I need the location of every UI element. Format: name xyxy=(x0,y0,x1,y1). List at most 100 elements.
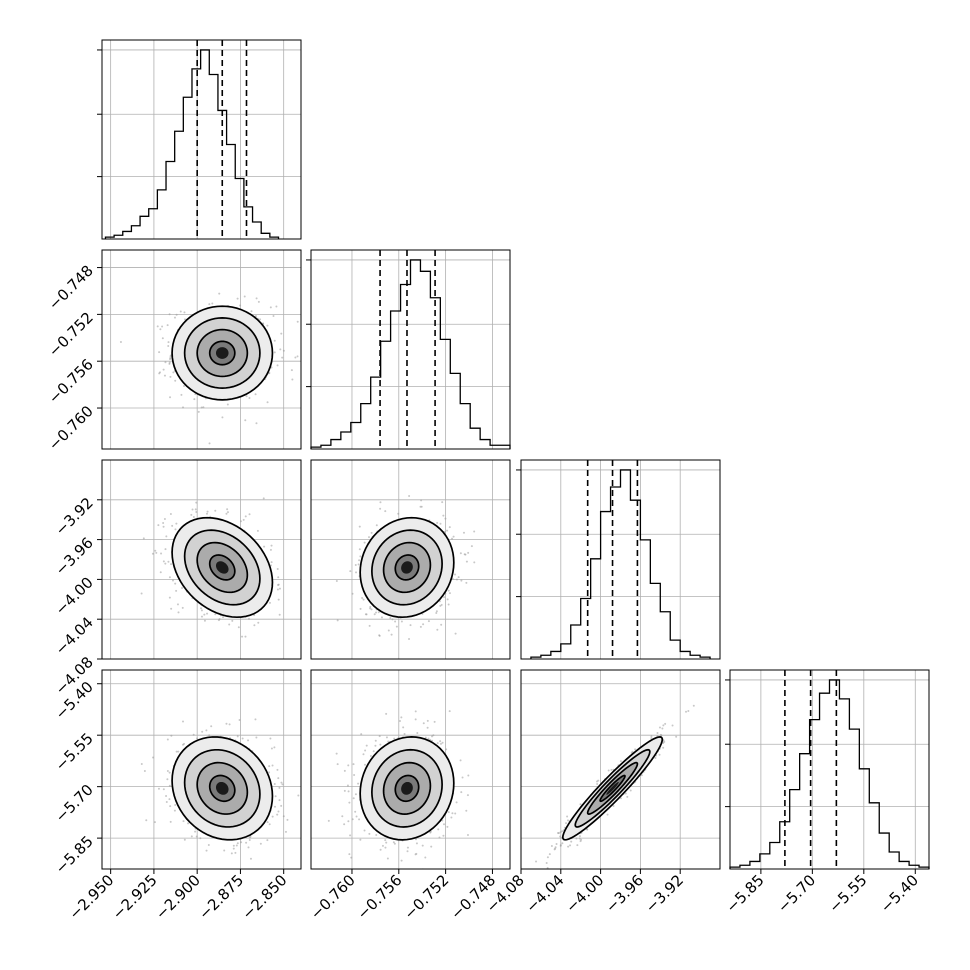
scatter-dot xyxy=(236,735,239,738)
scatter-dot xyxy=(208,442,211,445)
scatter-dot xyxy=(143,770,146,773)
scatter-dot xyxy=(358,818,361,821)
scatter-dot xyxy=(368,624,371,627)
scatter-dot xyxy=(228,723,231,726)
scatter-dot xyxy=(169,820,172,823)
scatter-dot xyxy=(312,746,314,748)
scatter-dot xyxy=(163,374,166,377)
x-tick-label: −0.752 xyxy=(400,871,452,923)
scatter-dot xyxy=(360,733,363,736)
scatter-dot xyxy=(369,607,372,610)
scatter-dot xyxy=(566,815,569,818)
scatter-dot xyxy=(346,784,349,787)
x-tick-label: −0.760 xyxy=(307,871,359,923)
scatter-dot xyxy=(455,801,458,804)
scatter-dot xyxy=(244,419,247,422)
scatter-dot xyxy=(556,832,559,835)
scatter-dot xyxy=(163,518,166,521)
scatter-dot xyxy=(273,782,276,785)
scatter-dot xyxy=(459,552,462,555)
scatter-dot xyxy=(180,393,183,396)
scatter-dot xyxy=(606,813,609,816)
scatter-dot xyxy=(243,870,245,872)
scatter-dot xyxy=(433,720,436,723)
scatter-dot xyxy=(473,530,476,533)
scatter-dot xyxy=(420,505,423,508)
scatter-dot xyxy=(634,748,637,751)
scatter-dot xyxy=(225,512,228,515)
scatter-dot xyxy=(174,379,177,382)
scatter-dot xyxy=(438,836,441,839)
scatter-dot xyxy=(156,325,159,328)
scatter-dot xyxy=(369,605,372,608)
x-tick-label: −2.925 xyxy=(109,871,161,923)
x-tick-label: −2.900 xyxy=(152,871,204,923)
scatter-dot xyxy=(280,781,283,784)
scatter-dot xyxy=(277,583,280,586)
scatter-dot xyxy=(273,339,276,342)
scatter-dot xyxy=(439,604,442,607)
scatter-dot xyxy=(275,305,278,308)
contour-line xyxy=(196,328,249,378)
y-tick-label: −5.70 xyxy=(52,781,97,826)
scatter-dot xyxy=(276,768,279,771)
hist-panel-1 xyxy=(306,249,511,450)
scatter-dot xyxy=(357,782,360,785)
scatter-dot xyxy=(359,607,362,610)
scatter-dot xyxy=(273,746,276,749)
scatter-dot xyxy=(296,320,299,323)
scatter-dot xyxy=(181,586,184,589)
scatter-dot xyxy=(465,560,468,563)
panel-frame xyxy=(729,669,930,870)
scatter-dot xyxy=(379,848,382,851)
scatter-dot xyxy=(242,518,245,521)
scatter-dot xyxy=(254,315,257,318)
scatter-dot xyxy=(270,561,273,564)
scatter-dot xyxy=(578,835,581,838)
x-tick-label: −4.04 xyxy=(522,871,567,916)
scatter-dot xyxy=(408,495,411,498)
scatter-dot xyxy=(447,589,450,592)
scatter-dot xyxy=(579,803,582,806)
scatter-dot xyxy=(650,735,653,738)
scatter-dot xyxy=(291,378,294,381)
scatter-dot xyxy=(142,537,145,540)
scatter-dot xyxy=(561,842,564,845)
scatter-dot xyxy=(461,776,464,779)
scatter-dot xyxy=(168,784,171,787)
scatter-dot xyxy=(182,820,185,823)
scatter-dot xyxy=(197,410,200,413)
scatter-dot xyxy=(269,548,272,551)
scatter-dot xyxy=(450,816,453,819)
scatter-dot xyxy=(145,819,148,822)
scatter-dot xyxy=(187,822,190,825)
scatter-dot xyxy=(364,749,367,752)
scatter-dot xyxy=(234,851,237,854)
scatter-dot xyxy=(194,508,197,511)
scatter-dot xyxy=(200,615,203,618)
scatter-dot xyxy=(274,795,277,798)
contour-line xyxy=(208,774,236,803)
scatter-dot xyxy=(460,791,463,794)
scatter-dot xyxy=(427,620,430,623)
y-tick-label: −5.85 xyxy=(52,832,97,877)
contour-line xyxy=(171,305,274,401)
scatter-dot xyxy=(473,561,476,564)
scatter-dot xyxy=(282,815,285,818)
scatter-dot xyxy=(561,830,564,833)
scatter-dot xyxy=(277,576,280,579)
scatter-dot xyxy=(365,744,368,747)
scatter-dot xyxy=(236,297,239,300)
scatter-dot xyxy=(352,763,355,766)
scatter-dot xyxy=(177,750,180,753)
scatter-dot xyxy=(384,510,387,513)
panel-frame xyxy=(520,459,721,660)
scatter-dot xyxy=(387,629,390,632)
scatter-dot xyxy=(168,771,171,774)
scatter-dot xyxy=(154,549,157,552)
scatter-dot xyxy=(399,719,402,722)
scatter-dot xyxy=(569,844,572,847)
scatter-dot xyxy=(535,860,538,863)
scatter-dot xyxy=(567,845,570,848)
contour-line xyxy=(371,529,443,606)
